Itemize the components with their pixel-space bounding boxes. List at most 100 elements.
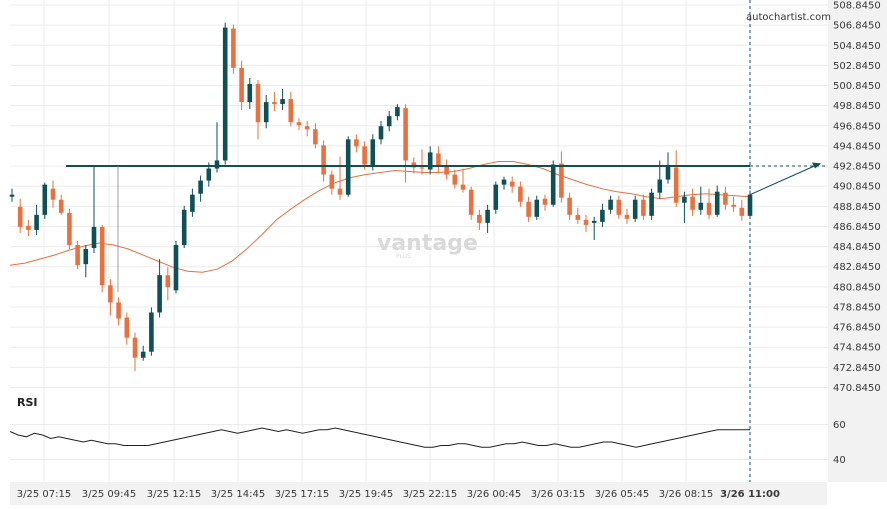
candle-body	[608, 199, 613, 210]
candle-body	[665, 166, 671, 180]
price-tick-label: 478.8450	[833, 302, 881, 313]
candle-body	[378, 126, 384, 140]
candle-body	[140, 351, 146, 358]
candle	[247, 77, 253, 110]
candle-body	[34, 214, 39, 230]
candle	[149, 307, 154, 356]
candle	[190, 188, 195, 217]
candle	[165, 267, 171, 301]
candle	[485, 204, 490, 233]
candle-body	[313, 129, 318, 145]
candle-body	[731, 204, 736, 207]
candle	[468, 186, 474, 220]
candle	[26, 219, 31, 236]
candle-body	[247, 83, 253, 103]
rsi-tick-label: 60	[833, 420, 846, 431]
candle	[452, 169, 458, 189]
candle	[370, 134, 376, 171]
candle	[17, 198, 23, 233]
candle	[75, 240, 80, 270]
candle-body	[411, 162, 417, 168]
price-tick-label: 494.8450	[833, 141, 881, 152]
candle	[99, 224, 105, 293]
rsi-line	[9, 427, 750, 448]
candle	[42, 182, 48, 219]
candle	[58, 194, 64, 215]
time-tick-label: 3/26 08:15	[659, 489, 713, 500]
candle	[509, 176, 515, 193]
candle-body	[403, 108, 408, 161]
candle-body	[132, 337, 138, 358]
candle-body	[509, 181, 515, 187]
time-tick-label: 3/25 22:15	[403, 489, 457, 500]
candle	[641, 194, 646, 220]
price-tick-label: 470.8450	[833, 383, 881, 394]
rsi-panel: RSI	[9, 396, 750, 448]
price-tick-label: 502.8450	[833, 61, 881, 72]
price-tick-label: 488.8450	[833, 202, 881, 213]
candle	[591, 216, 597, 240]
candle-body	[255, 83, 261, 123]
candle-body	[493, 184, 499, 210]
candle-body	[501, 179, 507, 185]
watermark-sub-text: PLUS	[396, 253, 411, 260]
candle	[649, 188, 654, 220]
candle	[337, 156, 343, 200]
price-tick-label: 504.8450	[833, 41, 881, 52]
candle	[157, 259, 162, 318]
candle-body	[690, 196, 695, 210]
price-tick-label: 490.8450	[833, 182, 881, 193]
candle-body	[288, 99, 294, 123]
candle	[501, 176, 507, 190]
candle	[288, 92, 294, 127]
candle	[181, 205, 187, 249]
candle	[140, 345, 146, 361]
candle-body	[452, 174, 458, 185]
candle	[280, 88, 285, 111]
candle-body	[477, 214, 482, 223]
candle-body	[641, 199, 646, 216]
candle-body	[108, 285, 113, 303]
candle-body	[632, 199, 638, 219]
candle-body	[9, 194, 15, 197]
candle	[690, 188, 695, 216]
candle	[706, 188, 712, 219]
candle-body	[26, 225, 31, 230]
time-tick-label: 3/26 00:45	[467, 489, 521, 500]
candle	[296, 118, 302, 131]
candle-body	[354, 139, 359, 147]
candle-body	[91, 226, 97, 249]
candle-body	[698, 202, 704, 210]
resistance-level-group	[66, 0, 826, 482]
candle-body	[222, 27, 228, 161]
candle	[255, 79, 261, 140]
price-y-axis: 508.8450 506.8450 504.8450 502.8450 500.8450…	[833, 1, 881, 395]
candle-body	[682, 196, 687, 203]
watermark: vantage PLUS	[377, 231, 478, 260]
candle	[608, 195, 613, 214]
time-x-axis: 3/25 07:15 3/25 09:45 3/25 12:15 3/25 14:45…	[17, 489, 780, 500]
candle	[403, 104, 408, 183]
candle-body	[165, 275, 171, 288]
candle	[731, 196, 736, 212]
candle-body	[542, 198, 548, 205]
price-tick-label: 476.8450	[833, 323, 881, 334]
price-tick-label: 480.8450	[833, 282, 881, 293]
candle	[550, 160, 556, 207]
candle-body	[42, 184, 48, 215]
time-tick-label: 3/25 19:45	[339, 489, 393, 500]
candle-body	[272, 102, 277, 105]
candle-body	[591, 220, 597, 223]
price-tick-label: 472.8450	[833, 363, 881, 374]
candle-body	[50, 188, 56, 200]
rsi-label: RSI	[17, 396, 38, 409]
candle	[67, 208, 72, 250]
candle	[108, 279, 113, 316]
x-axis-background	[10, 482, 827, 505]
candle	[477, 209, 482, 230]
candlestick-series	[9, 22, 753, 371]
candle-body	[181, 209, 187, 246]
candle-body	[263, 102, 269, 123]
candle-body	[321, 145, 326, 175]
